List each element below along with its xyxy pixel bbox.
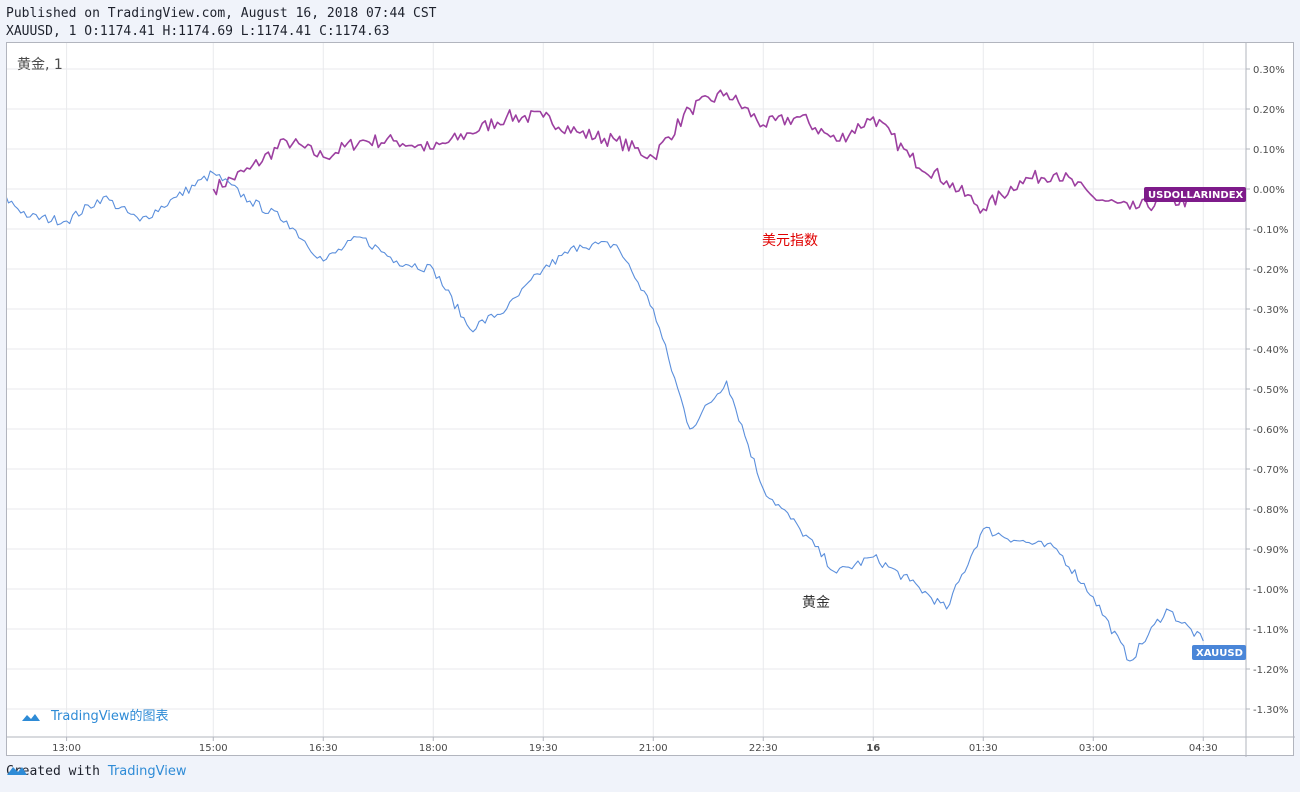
x-tick-label: 21:00 xyxy=(639,743,668,754)
x-axis: 13:00 15:00 16:30 18:00 19:30 21:00 22:30 16 01:… xyxy=(7,736,1295,754)
published-info: Published on TradingView.com, August 16,… xyxy=(6,6,437,21)
series-lines xyxy=(7,89,1204,662)
x-tick-label: 16:30 xyxy=(309,743,338,754)
watermark-text: TradingView的图表 xyxy=(50,708,169,724)
y-tick-label: -1.20% xyxy=(1253,665,1288,676)
chart-svg[interactable]: 0.30% 0.20% 0.10% 0.00% -0.10% -0.20% -0.30% -0… xyxy=(7,43,1295,757)
usd-tag-label: USDOLLARINDEX xyxy=(1148,190,1244,201)
y-tick-label: -0.70% xyxy=(1253,465,1288,476)
gold-tag-label: XAUUSD xyxy=(1196,648,1243,659)
x-tick-label: 19:30 xyxy=(529,743,558,754)
x-tick-label: 01:30 xyxy=(969,743,998,754)
grid xyxy=(7,43,1246,737)
brand-text: TradingView xyxy=(107,764,187,779)
y-tick-label: 0.00% xyxy=(1253,185,1285,196)
footer: Created with TradingView xyxy=(6,764,186,779)
x-tick-label: 13:00 xyxy=(52,743,81,754)
gold-annotation: 黄金 xyxy=(802,594,830,611)
y-tick-label: -1.30% xyxy=(1253,705,1288,716)
tradingview-logo-icon xyxy=(22,714,40,721)
usd-tag: USDOLLARINDEX xyxy=(1144,187,1246,202)
y-tick-label: -0.30% xyxy=(1253,305,1288,316)
y-tick-label: -0.80% xyxy=(1253,505,1288,516)
y-tick-label: 0.20% xyxy=(1253,105,1285,116)
series-line-XAUUSD xyxy=(7,170,1204,662)
tradingview-link[interactable]: TradingView xyxy=(7,764,187,779)
tradingview-cloud-icon xyxy=(7,767,27,775)
y-tick-label: -0.50% xyxy=(1253,385,1288,396)
y-tick-label: -1.00% xyxy=(1253,585,1288,596)
y-tick-label: -0.20% xyxy=(1253,265,1288,276)
symbol-ohlc: XAUUSD, 1 O:1174.41 H:1174.69 L:1174.41 … xyxy=(6,24,390,39)
y-tick-label: -0.40% xyxy=(1253,345,1288,356)
x-tick-label: 16 xyxy=(866,743,880,754)
y-tick-label: -0.10% xyxy=(1253,225,1288,236)
x-tick-label: 15:00 xyxy=(199,743,228,754)
series-line-USDOLLARINDEX xyxy=(212,89,1204,214)
x-tick-label: 04:30 xyxy=(1189,743,1218,754)
y-tick-label: 0.10% xyxy=(1253,145,1285,156)
y-tick-label: -0.60% xyxy=(1253,425,1288,436)
watermark[interactable]: TradingView的图表 xyxy=(22,708,169,724)
created-with-label: Created with xyxy=(6,764,100,779)
y-tick-label: -1.10% xyxy=(1253,625,1288,636)
y-tick-label: 0.30% xyxy=(1253,65,1285,76)
x-tick-label: 18:00 xyxy=(419,743,448,754)
x-tick-label: 03:00 xyxy=(1079,743,1108,754)
y-axis: 0.30% 0.20% 0.10% 0.00% -0.10% -0.20% -0.30% -0… xyxy=(1245,43,1288,757)
x-tick-label: 22:30 xyxy=(749,743,778,754)
pane-title: 黄金, 1 xyxy=(17,56,63,73)
gold-tag: XAUUSD xyxy=(1192,645,1246,660)
y-tick-label: -0.90% xyxy=(1253,545,1288,556)
usd-annotation: 美元指数 xyxy=(762,233,818,249)
chart-area[interactable]: 0.30% 0.20% 0.10% 0.00% -0.10% -0.20% -0.30% -0… xyxy=(6,42,1295,757)
